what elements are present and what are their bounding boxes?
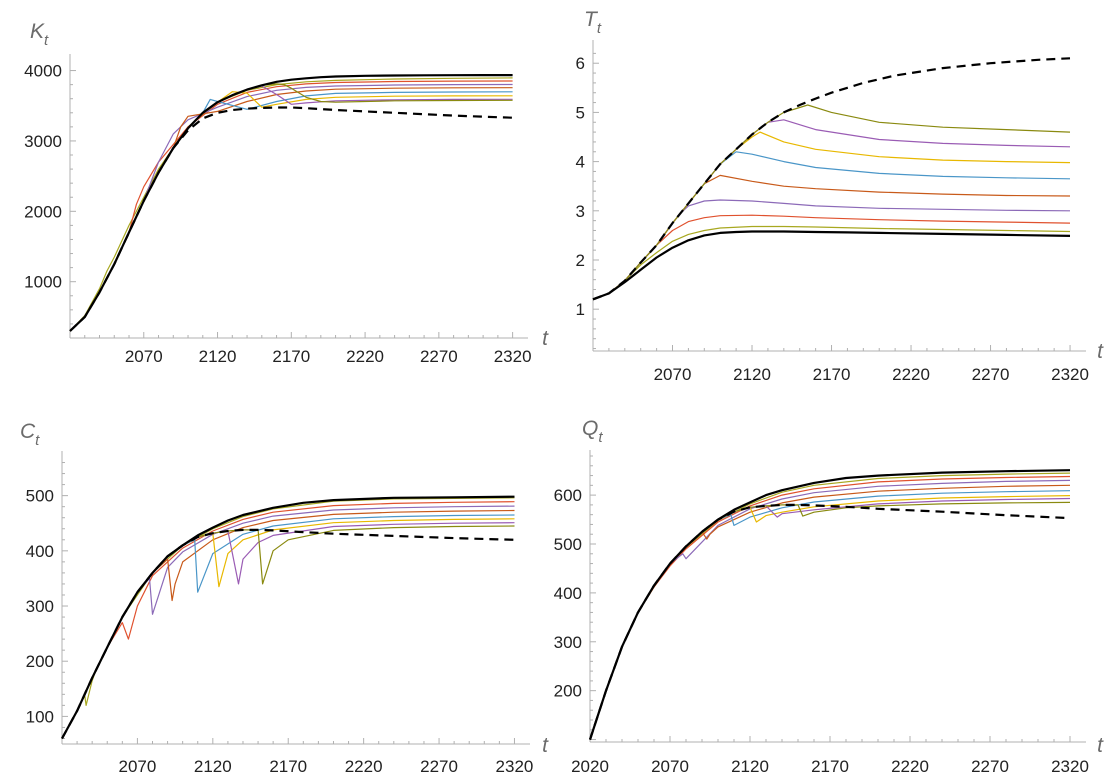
y-tick-label: 400 <box>554 584 582 603</box>
x-tick-label: 2270 <box>972 365 1010 384</box>
y-axis-title-main: Q <box>582 417 598 440</box>
x-axis-title: t <box>542 327 549 350</box>
series-line-4 <box>61 509 515 739</box>
series-line-3 <box>61 505 515 739</box>
y-axis-title-main: C <box>20 420 36 443</box>
y-axis-title-main: T <box>584 8 599 31</box>
series-line-2 <box>589 475 1071 740</box>
y-tick-label: 6 <box>576 54 585 73</box>
x-axis-title: t <box>542 734 549 757</box>
series-line-2 <box>69 80 513 332</box>
series-line-9 <box>592 57 1071 301</box>
series-line-9 <box>61 528 515 740</box>
y-tick-label: 100 <box>26 707 54 726</box>
series-line-6 <box>61 518 515 739</box>
y-tick-label: 200 <box>554 682 582 701</box>
y-axis-title-subscript: t <box>44 32 49 49</box>
y-tick-label: 2000 <box>24 202 62 221</box>
x-tick-label: 2120 <box>199 347 237 366</box>
series-line-3 <box>69 83 513 332</box>
x-tick-label: 2120 <box>194 757 232 776</box>
x-tick-label: 2220 <box>892 365 930 384</box>
y-axis-title: Tt <box>584 8 602 37</box>
series-line-0 <box>69 74 513 332</box>
x-tick-label: 2220 <box>345 757 383 776</box>
series-line-1 <box>589 472 1071 740</box>
y-axis-title-subscript: t <box>598 429 603 446</box>
x-tick-label: 2070 <box>118 757 156 776</box>
y-tick-label: 2 <box>576 251 585 270</box>
x-tick-label: 2170 <box>813 365 851 384</box>
series-line-0 <box>588 469 1071 740</box>
series-line-5 <box>589 490 1071 740</box>
y-tick-label: 3 <box>576 202 585 221</box>
y-tick-label: 1000 <box>24 273 62 292</box>
x-tick-label: 2270 <box>420 757 458 776</box>
y-tick-label: 500 <box>26 487 54 506</box>
series-line-0 <box>61 495 515 740</box>
series-line-8 <box>589 501 1071 740</box>
y-tick-label: 200 <box>26 652 54 671</box>
x-tick-label: 2320 <box>1051 365 1089 384</box>
y-tick-label: 4 <box>576 153 585 172</box>
x-tick-label: 2270 <box>971 757 1009 776</box>
y-axis-title-main: K <box>30 20 45 43</box>
x-tick-label: 2170 <box>269 757 307 776</box>
y-axis-title: Ct <box>20 420 40 449</box>
series-line-7 <box>69 85 513 332</box>
x-axis-title: t <box>1097 734 1104 757</box>
series-line-8 <box>69 83 513 332</box>
x-axis-title: t <box>1097 340 1104 363</box>
x-tick-label: 2070 <box>654 365 692 384</box>
series-line-7 <box>592 119 1071 300</box>
y-axis-title: Qt <box>582 417 603 446</box>
series-line-1 <box>61 497 515 739</box>
y-tick-label: 500 <box>554 535 582 554</box>
y-tick-label: 300 <box>26 597 54 616</box>
series-line-5 <box>592 151 1071 300</box>
y-tick-label: 5 <box>576 103 585 122</box>
y-tick-label: 400 <box>26 542 54 561</box>
x-tick-label: 2070 <box>125 347 163 366</box>
y-tick-label: 1 <box>576 300 585 319</box>
x-tick-label: 2070 <box>651 757 689 776</box>
series-line-3 <box>589 479 1071 740</box>
y-tick-label: 4000 <box>24 62 62 81</box>
y-tick-label: 3000 <box>24 132 62 151</box>
series-line-6 <box>592 131 1071 300</box>
x-tick-label: 2270 <box>420 347 458 366</box>
x-tick-label: 2020 <box>571 757 609 776</box>
series-line-0 <box>592 230 1071 301</box>
y-axis-title-subscript: t <box>597 20 602 37</box>
x-tick-label: 2170 <box>272 347 310 366</box>
y-axis-title: Kt <box>30 20 49 49</box>
series-line-7 <box>589 497 1071 740</box>
x-tick-label: 2120 <box>733 365 771 384</box>
series-line-3 <box>592 199 1071 300</box>
chart-panel-2: 100 200 300 400 500 2070 2120 2170 2220 2270 2320 C… <box>20 420 549 776</box>
x-tick-label: 2220 <box>346 347 384 366</box>
series-line-4 <box>69 87 513 332</box>
series-line-9 <box>69 106 513 332</box>
x-tick-label: 2320 <box>1051 757 1089 776</box>
x-tick-label: 2320 <box>494 347 532 366</box>
x-tick-label: 2120 <box>731 757 769 776</box>
y-tick-label: 300 <box>554 633 582 652</box>
series-line-7 <box>61 522 515 739</box>
y-tick-label: 600 <box>554 486 582 505</box>
x-tick-label: 2320 <box>496 757 534 776</box>
series-line-4 <box>589 484 1071 740</box>
chart-panel-0: 1000 2000 3000 4000 2070 2120 2170 2220 2270 2320… <box>24 20 549 366</box>
y-axis-title-subscript: t <box>35 432 40 449</box>
x-tick-label: 2220 <box>891 757 929 776</box>
chart-panel-3: 200 300 400 500 600 2020 2070 2120 2170 2220 2270 2… <box>554 417 1104 776</box>
series-line-5 <box>61 514 515 739</box>
series-line-8 <box>592 104 1071 300</box>
series-line-9 <box>588 503 1071 740</box>
x-tick-label: 2170 <box>811 757 849 776</box>
series-line-6 <box>589 495 1071 740</box>
